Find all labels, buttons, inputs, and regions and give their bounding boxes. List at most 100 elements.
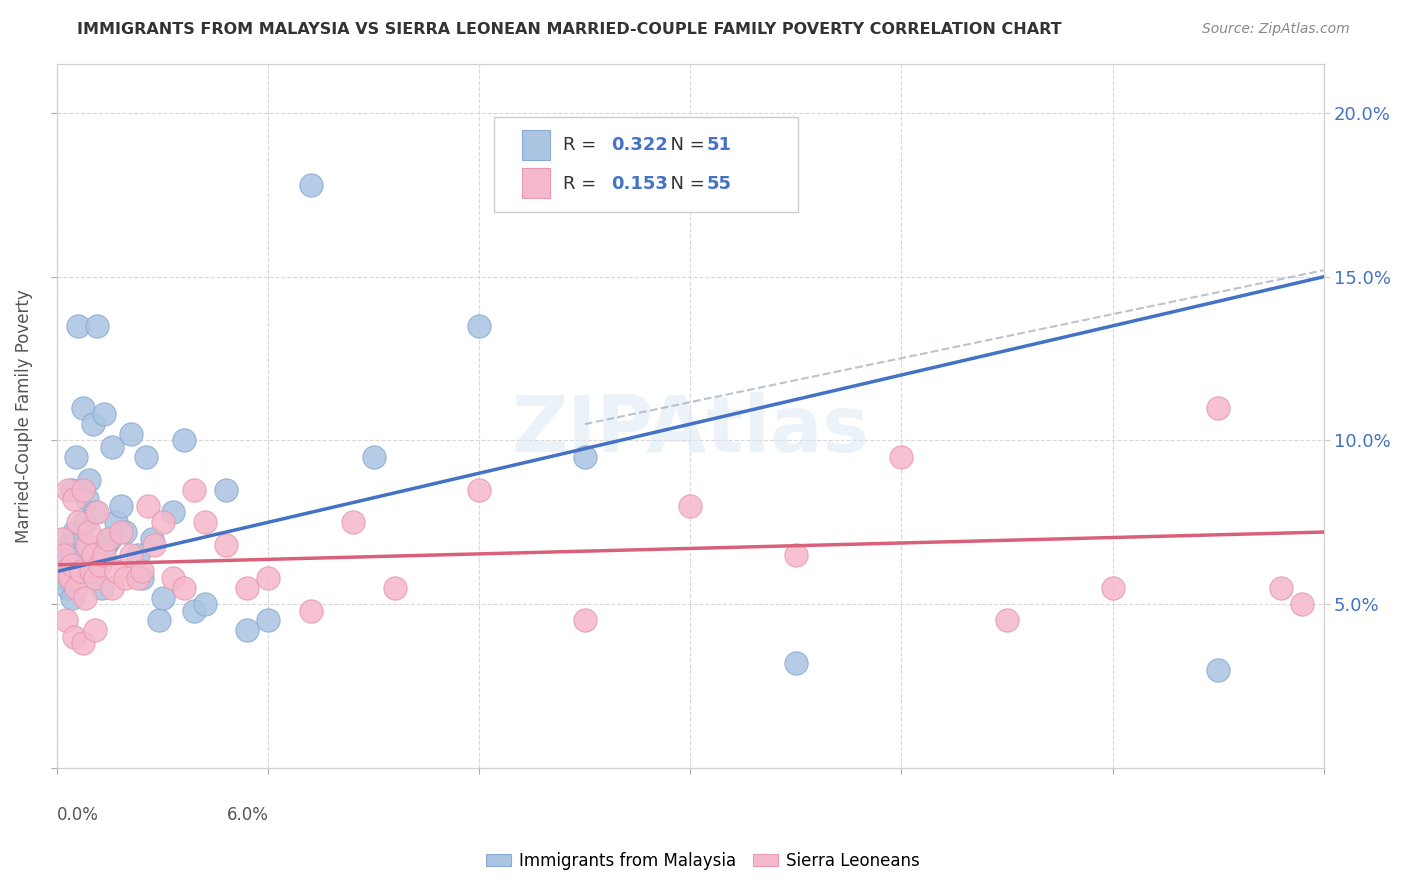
Legend: Immigrants from Malaysia, Sierra Leoneans: Immigrants from Malaysia, Sierra Leonean… — [479, 846, 927, 877]
Point — [101, 440, 124, 454]
Point — [173, 581, 195, 595]
Point — [76, 492, 98, 507]
Y-axis label: Married-Couple Family Poverty: Married-Couple Family Poverty — [15, 289, 32, 542]
Point — [120, 426, 142, 441]
Point — [63, 524, 86, 539]
Point — [995, 614, 1018, 628]
Point — [51, 558, 73, 572]
Point — [77, 473, 100, 487]
FancyBboxPatch shape — [522, 168, 550, 198]
Point — [59, 538, 82, 552]
Point — [135, 450, 157, 464]
Text: 0.153: 0.153 — [610, 175, 668, 193]
Text: R =: R = — [562, 175, 602, 193]
Point — [299, 178, 322, 193]
Point — [73, 591, 96, 605]
Point — [131, 571, 153, 585]
Point — [80, 565, 103, 579]
Point — [785, 656, 807, 670]
Point — [468, 318, 491, 333]
Point — [110, 524, 132, 539]
Text: R =: R = — [562, 136, 602, 154]
Point — [90, 581, 112, 595]
Point — [65, 450, 87, 464]
Point — [183, 483, 205, 497]
Point — [55, 565, 77, 579]
Point — [60, 591, 83, 605]
Point — [194, 515, 217, 529]
Point — [55, 614, 77, 628]
Point — [257, 571, 280, 585]
Point — [574, 450, 596, 464]
Point — [574, 614, 596, 628]
Point — [162, 571, 184, 585]
Point — [82, 548, 104, 562]
Point — [94, 538, 117, 552]
Point — [173, 434, 195, 448]
Point — [236, 581, 259, 595]
Point — [105, 565, 128, 579]
Point — [785, 548, 807, 562]
Point — [59, 571, 82, 585]
Point — [72, 483, 94, 497]
Point — [82, 417, 104, 431]
Point — [215, 483, 238, 497]
Point — [86, 318, 108, 333]
Point — [679, 499, 702, 513]
Text: 6.0%: 6.0% — [226, 806, 269, 824]
Point — [127, 548, 149, 562]
Point — [363, 450, 385, 464]
Point — [890, 450, 912, 464]
Point — [69, 565, 91, 579]
Point — [215, 538, 238, 552]
Point — [86, 505, 108, 519]
Point — [77, 524, 100, 539]
Point — [89, 555, 111, 569]
Point — [1270, 581, 1292, 595]
FancyBboxPatch shape — [494, 117, 799, 211]
Point — [342, 515, 364, 529]
Point — [72, 636, 94, 650]
Point — [257, 614, 280, 628]
Point — [105, 515, 128, 529]
Point — [65, 581, 87, 595]
Point — [56, 548, 79, 562]
Text: ZIPAtlas: ZIPAtlas — [512, 392, 869, 468]
Text: 55: 55 — [707, 175, 733, 193]
Point — [152, 591, 174, 605]
Point — [194, 597, 217, 611]
Text: 0.322: 0.322 — [610, 136, 668, 154]
Point — [76, 538, 98, 552]
Text: IMMIGRANTS FROM MALAYSIA VS SIERRA LEONEAN MARRIED-COUPLE FAMILY POVERTY CORRELA: IMMIGRANTS FROM MALAYSIA VS SIERRA LEONE… — [77, 22, 1062, 37]
Text: Source: ZipAtlas.com: Source: ZipAtlas.com — [1202, 22, 1350, 37]
Point — [72, 548, 94, 562]
Point — [52, 548, 75, 562]
Point — [67, 318, 90, 333]
Point — [67, 515, 90, 529]
Point — [72, 401, 94, 415]
Point — [141, 532, 163, 546]
Point — [89, 558, 111, 572]
Point — [56, 581, 79, 595]
Point — [384, 581, 406, 595]
Point — [152, 515, 174, 529]
Point — [114, 571, 136, 585]
Point — [148, 614, 170, 628]
Point — [51, 532, 73, 546]
Point — [143, 538, 166, 552]
Point — [183, 604, 205, 618]
Point — [56, 483, 79, 497]
Point — [1206, 401, 1229, 415]
Point — [63, 630, 86, 644]
FancyBboxPatch shape — [522, 129, 550, 161]
Point — [80, 558, 103, 572]
Point — [1206, 663, 1229, 677]
Point — [84, 624, 107, 638]
Point — [114, 524, 136, 539]
Point — [120, 548, 142, 562]
Point — [101, 581, 124, 595]
Text: 0.0%: 0.0% — [58, 806, 100, 824]
Point — [63, 492, 86, 507]
Point — [110, 499, 132, 513]
Point — [162, 505, 184, 519]
